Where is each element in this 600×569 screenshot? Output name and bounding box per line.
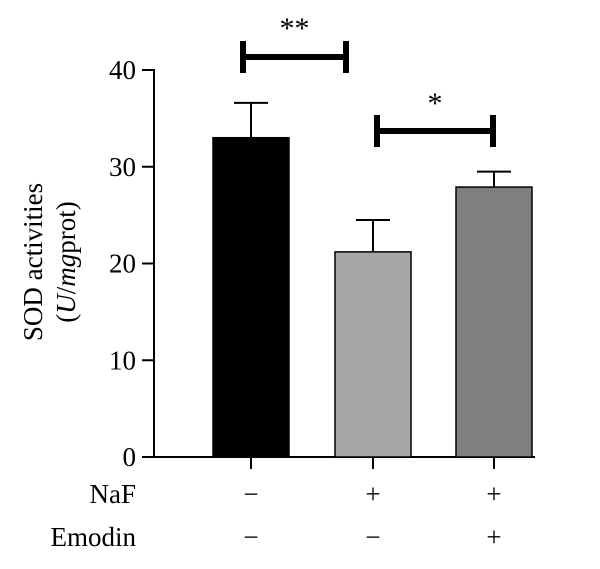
y-tick-label: 40: [109, 55, 136, 85]
y-tick-label: 0: [123, 442, 137, 472]
factor-sign: +: [486, 479, 501, 509]
factor-label: NaF: [90, 479, 137, 509]
bars: [212, 136, 533, 458]
factor-sign: +: [365, 479, 380, 509]
y-axis-label-part: /: [51, 286, 81, 294]
factor-sign: −: [243, 479, 258, 509]
factor-sign: +: [486, 522, 501, 552]
significance-label: **: [280, 12, 310, 45]
y-axis-label-line2: (U/mgprot): [51, 201, 81, 323]
y-axis-label-group: SOD activities (U/mgprot): [18, 183, 81, 341]
factor-sign: −: [365, 522, 380, 552]
y-axis-label-part: mg: [51, 254, 81, 287]
bar: [334, 251, 412, 458]
y-axis-label: SOD activities (U/mgprot): [18, 183, 81, 341]
bar: [212, 136, 290, 458]
y-tick-label: 10: [109, 345, 136, 375]
significance-brackets: ***: [240, 12, 496, 147]
error-bars: [234, 101, 511, 252]
bar: [455, 186, 533, 458]
y-tick-label: 20: [109, 249, 136, 279]
factor-sign: −: [243, 522, 258, 552]
factor-table: NaF − + + Emodin − − +: [51, 479, 502, 552]
factor-label: Emodin: [51, 522, 137, 552]
y-axis-label-part: (: [51, 314, 81, 323]
y-tick-label: 30: [109, 152, 136, 182]
y-axis-label-part: prot): [51, 201, 81, 253]
y-axis-label-part: U: [51, 293, 81, 314]
y-axis-label-line1: SOD activities: [18, 183, 48, 341]
significance-label: *: [428, 87, 443, 120]
